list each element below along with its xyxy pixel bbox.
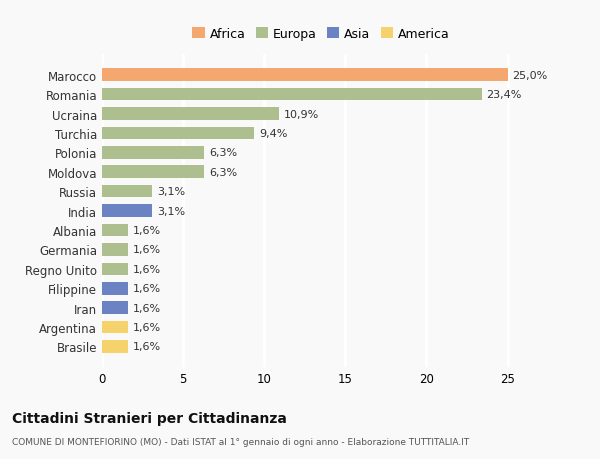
Text: COMUNE DI MONTEFIORINO (MO) - Dati ISTAT al 1° gennaio di ogni anno - Elaborazio: COMUNE DI MONTEFIORINO (MO) - Dati ISTAT… (12, 437, 469, 446)
Text: 1,6%: 1,6% (133, 225, 161, 235)
Text: 1,6%: 1,6% (133, 342, 161, 352)
Bar (102, 166, 204, 179)
Text: 3,1%: 3,1% (157, 187, 185, 197)
Text: 25,0%: 25,0% (512, 71, 548, 80)
Text: 6,3%: 6,3% (209, 148, 237, 158)
Bar (102, 302, 128, 314)
Text: 6,3%: 6,3% (209, 168, 237, 177)
Text: 10,9%: 10,9% (284, 109, 319, 119)
Bar (102, 321, 128, 334)
Bar (102, 205, 152, 218)
Text: 23,4%: 23,4% (487, 90, 522, 100)
Legend: Africa, Europa, Asia, America: Africa, Europa, Asia, America (188, 24, 454, 45)
Bar (102, 341, 128, 353)
Text: 1,6%: 1,6% (133, 303, 161, 313)
Text: 9,4%: 9,4% (259, 129, 288, 139)
Text: 1,6%: 1,6% (133, 264, 161, 274)
Bar (102, 147, 204, 159)
Bar (102, 244, 128, 256)
Bar (102, 127, 254, 140)
Text: 1,6%: 1,6% (133, 322, 161, 332)
Bar (102, 185, 152, 198)
Text: Cittadini Stranieri per Cittadinanza: Cittadini Stranieri per Cittadinanza (12, 411, 287, 425)
Bar (102, 224, 128, 237)
Bar (102, 108, 279, 121)
Bar (102, 69, 508, 82)
Bar (102, 263, 128, 275)
Bar (102, 89, 482, 101)
Text: 3,1%: 3,1% (157, 206, 185, 216)
Text: 1,6%: 1,6% (133, 245, 161, 255)
Bar (102, 282, 128, 295)
Text: 1,6%: 1,6% (133, 284, 161, 294)
